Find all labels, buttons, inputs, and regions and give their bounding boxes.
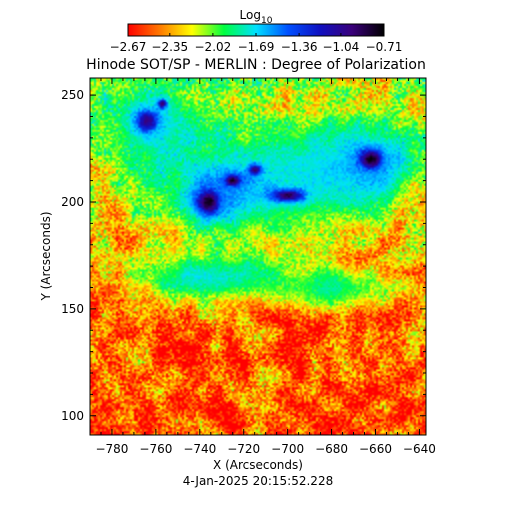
y-tick-label: 150: [61, 302, 84, 316]
colorbar-ticks: −2.67 −2.35 −2.02 −1.69 −1.36 −1.04 −0.71: [110, 33, 403, 54]
colorbar-tick-label: −1.36: [281, 40, 318, 54]
x-tick-label: −680: [315, 442, 348, 456]
x-tick-label: −660: [359, 442, 392, 456]
x-tick-label: −780: [95, 442, 128, 456]
x-tick-label: −740: [183, 442, 216, 456]
y-tick-label: 200: [61, 195, 84, 209]
y-tick-label: 100: [61, 409, 84, 423]
colorbar-tick-label: −2.35: [151, 40, 188, 54]
x-axis-ticks: −780 −760 −740 −720 −700 −680 −660 −640: [89, 78, 436, 456]
colorbar-tick-label: −1.69: [238, 40, 275, 54]
x-tick-label: −700: [271, 442, 304, 456]
plot-frame: [89, 77, 427, 436]
timestamp: 4-Jan-2025 20:15:52.228: [183, 474, 333, 488]
heatmap-image: [90, 78, 426, 435]
x-axis-title: X (Arcseconds): [213, 458, 303, 472]
x-tick-label: −760: [139, 442, 172, 456]
colorbar-tick-label: −2.02: [195, 40, 232, 54]
colorbar-tick-label: −2.67: [110, 40, 147, 54]
colorbar: Log10 −2.67 −2.35 −2.02 −1.69 −1.36 −1.04 −0.7…: [110, 8, 403, 54]
plot-area: −780 −760 −740 −720 −700 −680 −660 −640 100 150 2…: [61, 77, 436, 456]
colorbar-title-main: Log: [240, 8, 261, 22]
colorbar-title-sub: 10: [261, 16, 273, 26]
colorbar-tick-label: −1.04: [323, 40, 360, 54]
y-tick-label: 250: [61, 88, 84, 102]
colorbar-title: Log10: [240, 8, 273, 26]
y-axis-ticks: 100 150 200 250: [61, 88, 426, 423]
y-axis-title: Y (Arcseconds): [39, 211, 53, 301]
x-tick-label: −720: [227, 442, 260, 456]
plot-title: Hinode SOT/SP - MERLIN : Degree of Polar…: [86, 57, 426, 73]
x-tick-label: −640: [403, 442, 436, 456]
colorbar-tick-label: −0.71: [366, 40, 403, 54]
